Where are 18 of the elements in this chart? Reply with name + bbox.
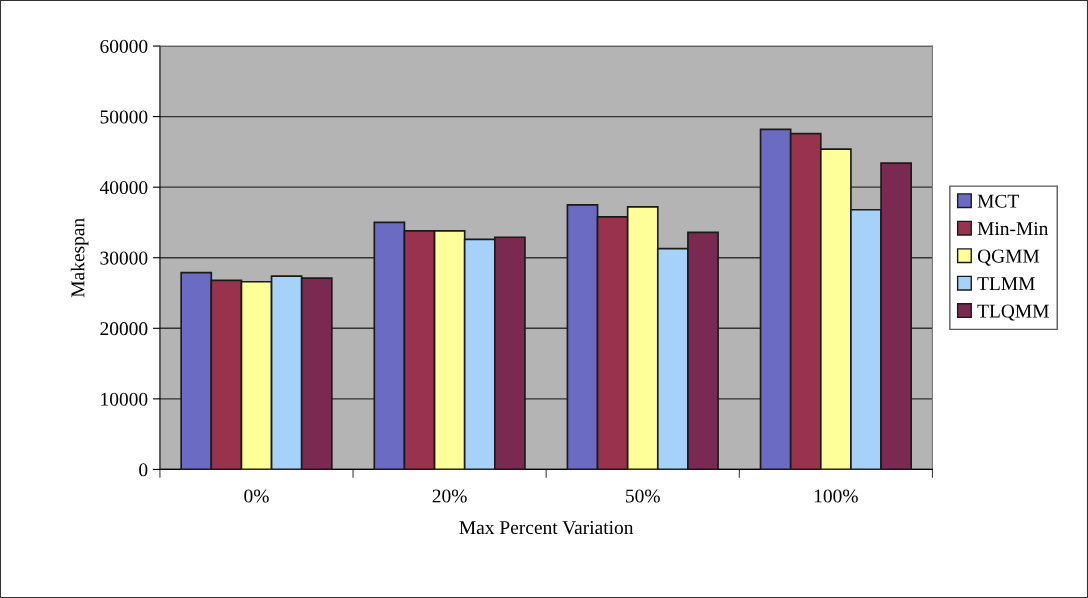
legend-label: MCT xyxy=(977,194,1019,208)
y-tick-label: 40000 xyxy=(99,180,148,195)
y-tick-label: 30000 xyxy=(100,251,148,265)
y-tick-label: 10000 xyxy=(101,392,148,406)
legend-label: Min-Min xyxy=(977,222,1049,235)
x-tick-label: 0% xyxy=(244,489,269,503)
x-tick-label: 20% xyxy=(432,489,467,503)
legend-label: TLMM xyxy=(977,277,1035,290)
x-tick-label: 100% xyxy=(814,489,858,503)
y-tick-label: 50000 xyxy=(100,110,148,124)
y-tick-label: 60000 xyxy=(100,39,148,53)
legend-label: QGMM xyxy=(977,249,1040,266)
y-axis-title: Makespan xyxy=(70,218,89,298)
x-axis-title: Max Percent Variation xyxy=(459,521,634,535)
y-tick-label: 20000 xyxy=(100,322,148,336)
x-tick-label: 50% xyxy=(626,489,660,503)
y-tick-label: 0 xyxy=(139,463,148,477)
legend-label: TLQMM xyxy=(977,304,1049,321)
